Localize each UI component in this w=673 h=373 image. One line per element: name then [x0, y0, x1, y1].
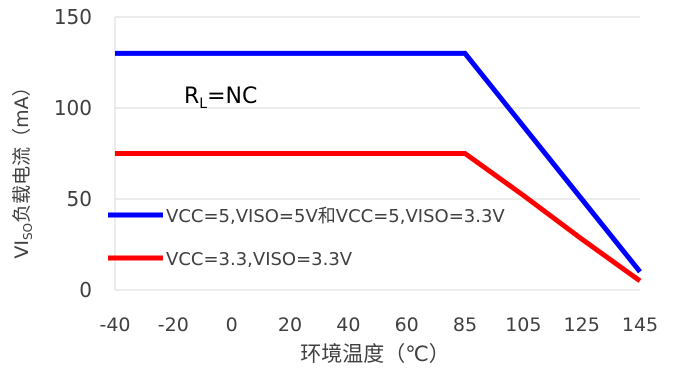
y-tick-label: 150 [54, 5, 92, 29]
x-axis-title: 环境温度（℃） [300, 342, 450, 366]
y-tick-label: 100 [54, 96, 92, 120]
annotation-main: R [184, 84, 199, 109]
y-axis-title-prefix: VI [11, 240, 33, 259]
y-tick-label: 50 [67, 187, 92, 211]
x-tick-label: 60 [395, 314, 419, 336]
annotation-rl: RL=NC [184, 84, 257, 112]
x-tick-label: 0 [226, 314, 238, 336]
annotation-rest: =NC [207, 84, 257, 109]
series-line-2 [115, 151, 642, 283]
y-tick-labels: 0 50 100 150 [54, 5, 92, 302]
x-tick-label: 40 [336, 314, 360, 336]
legend-label-series-2: VCC=3.3,VISO=3.3V [166, 249, 353, 270]
grid [115, 16, 640, 200]
y-axis-title-suffix: 负载电流（mA） [11, 77, 33, 223]
x-tick-label: 145 [622, 314, 658, 336]
y-tick-label: 0 [79, 278, 92, 302]
x-tick-label: -20 [158, 314, 189, 336]
x-tick-labels: -40 -20 0 20 40 60 85 105 125 145 [99, 314, 658, 336]
x-tick-label: 20 [278, 314, 302, 336]
x-tick-label: -40 [99, 314, 130, 336]
y-axis-title-subscript: SO [21, 223, 35, 240]
legend-label-series-1: VCC=5,VISO=5V和VCC=5,VISO=3.3V [166, 206, 505, 227]
annotation-subscript: L [199, 96, 207, 112]
x-tick-label: 105 [505, 314, 541, 336]
x-tick-label: 125 [564, 314, 600, 336]
legend: VCC=5,VISO=5V和VCC=5,VISO=3.3V VCC=3.3,VI… [108, 206, 505, 270]
x-tick-label: 85 [453, 314, 477, 336]
y-axis-title: VISO负载电流（mA） [11, 77, 35, 258]
series [115, 50, 642, 283]
series-line-1 [115, 50, 642, 274]
